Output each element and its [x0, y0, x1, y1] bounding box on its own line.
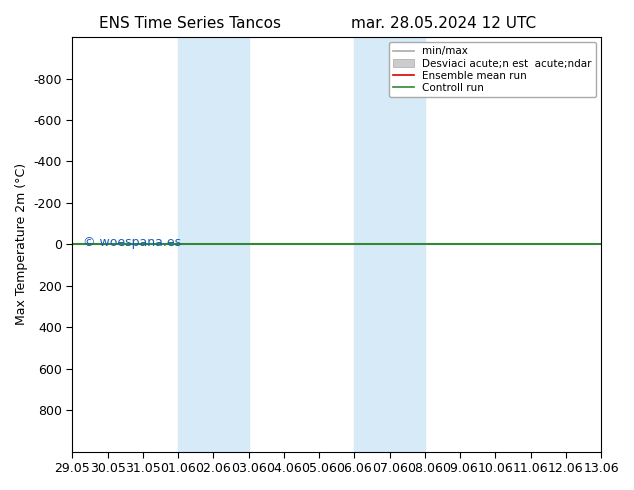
Y-axis label: Max Temperature 2m (°C): Max Temperature 2m (°C): [15, 163, 28, 325]
Bar: [178, 37, 249, 452]
Legend: min/max, Desviaci acute;n est  acute;ndar, Ensemble mean run, Controll run: min/max, Desviaci acute;n est acute;ndar…: [389, 42, 596, 97]
Text: ENS Time Series Tancos: ENS Time Series Tancos: [99, 16, 281, 31]
Text: mar. 28.05.2024 12 UTC: mar. 28.05.2024 12 UTC: [351, 16, 536, 31]
Bar: [354, 37, 425, 452]
Text: © woespana.es: © woespana.es: [83, 236, 181, 249]
